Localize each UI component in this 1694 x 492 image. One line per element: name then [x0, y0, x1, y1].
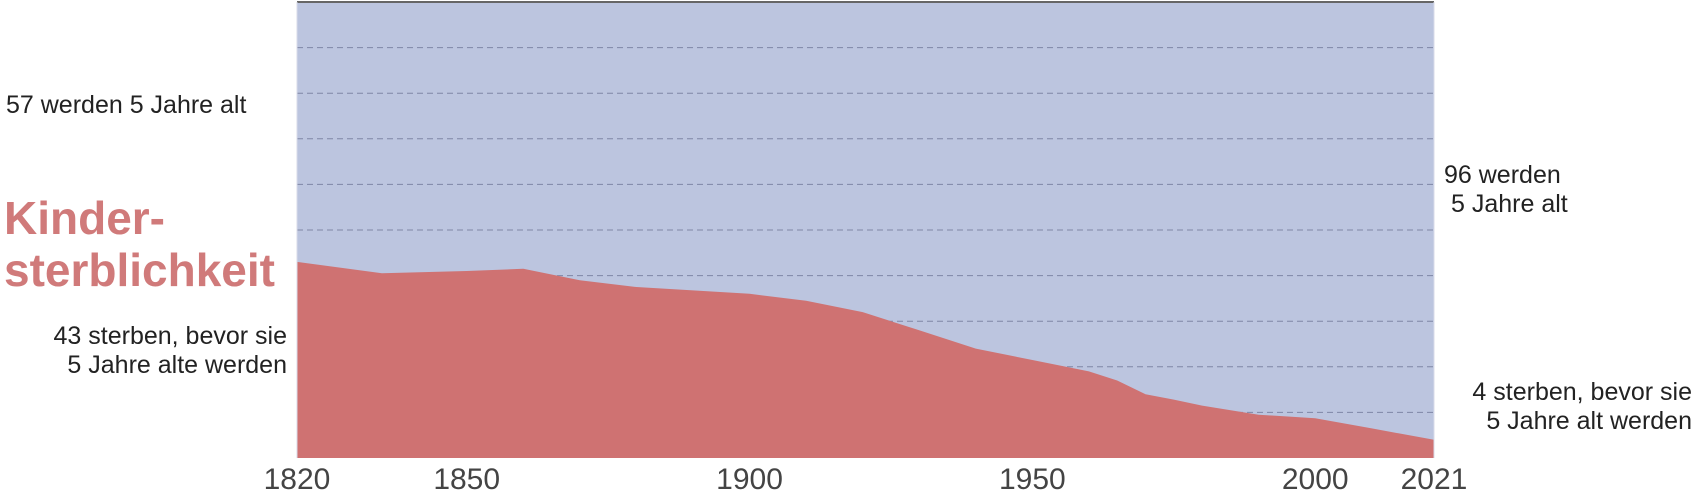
label-right-survived: 96 werden 5 Jahre alt — [1444, 161, 1568, 219]
label-right-died-line-1: 4 sterben, bevor sie — [1472, 378, 1692, 406]
label-right-survived-line-2: 5 Jahre alt — [1451, 190, 1568, 218]
x-tick-label: 1950 — [999, 463, 1066, 492]
label-left-died-line-1: 43 sterben, bevor sie — [53, 322, 287, 350]
label-right-died-line-2: 5 Jahre alt werden — [1486, 407, 1692, 435]
x-tick-label: 2000 — [1282, 463, 1349, 492]
x-axis-ticks: 1820 1850 1900 1950 2000 2021 — [264, 463, 1468, 492]
title-line-2: sterblichkeit — [4, 244, 275, 296]
x-tick-label: 1900 — [716, 463, 783, 492]
label-left-survived: 57 werden 5 Jahre alt — [6, 91, 247, 119]
x-tick-label: 1850 — [433, 463, 500, 492]
chart-title: Kinder- sterblichkeit — [4, 192, 275, 296]
title-line-1: Kinder- — [4, 192, 165, 244]
label-right-died: 4 sterben, bevor sie 5 Jahre alt werden — [1472, 378, 1692, 436]
child-mortality-area — [297, 261, 1434, 458]
label-right-survived-line-1: 96 werden — [1444, 161, 1561, 189]
label-left-died-line-2: 5 Jahre alte werden — [67, 351, 287, 379]
x-tick-label: 2021 — [1401, 463, 1468, 492]
label-left-died: 43 sterben, bevor sie 5 Jahre alte werde… — [54, 322, 287, 380]
x-tick-label: 1820 — [264, 463, 331, 492]
